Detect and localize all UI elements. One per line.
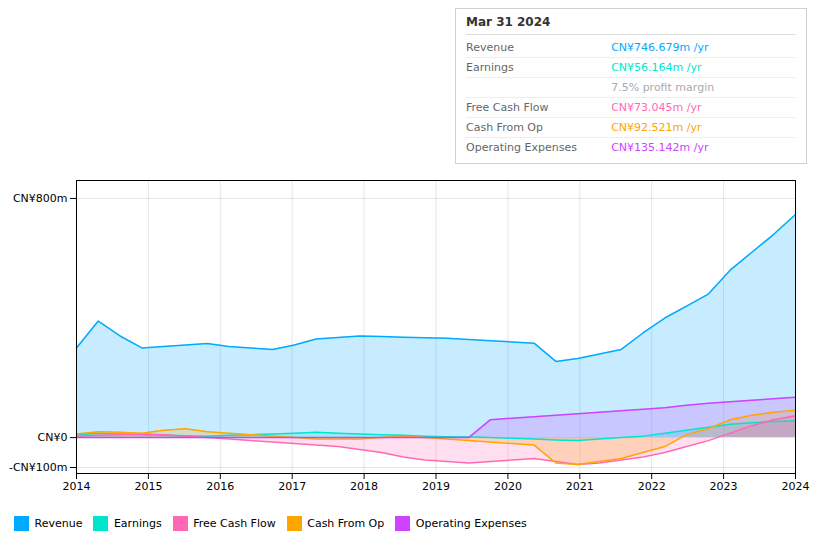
html-text:CN¥746.679m /yr: CN¥746.679m /yr xyxy=(611,41,709,54)
html-text:Cash From Op: Cash From Op xyxy=(307,517,385,530)
svg-text:2019: 2019 xyxy=(422,480,450,493)
svg-text:CN¥0: CN¥0 xyxy=(38,431,68,444)
svg-text:CN¥800m: CN¥800m xyxy=(13,192,68,205)
html-text:Mar 31 2024: Mar 31 2024 xyxy=(466,15,551,29)
html-text:Earnings: Earnings xyxy=(466,61,514,74)
html-text:Revenue: Revenue xyxy=(34,517,83,530)
svg-text:2018: 2018 xyxy=(350,480,378,493)
svg-text:2022: 2022 xyxy=(638,480,666,493)
svg-text:2021: 2021 xyxy=(566,480,594,493)
html-text:Free Cash Flow: Free Cash Flow xyxy=(193,517,276,530)
svg-text:2017: 2017 xyxy=(278,480,306,493)
html-text:Free Cash Flow: Free Cash Flow xyxy=(466,101,549,114)
svg-text:-CN¥100m: -CN¥100m xyxy=(9,461,68,474)
html-text:CN¥92.521m /yr: CN¥92.521m /yr xyxy=(611,121,702,134)
html-text:Revenue: Revenue xyxy=(466,41,514,54)
html-text:CN¥135.142m /yr: CN¥135.142m /yr xyxy=(611,141,709,154)
svg-text:2016: 2016 xyxy=(206,480,234,493)
html-text:Operating Expenses: Operating Expenses xyxy=(415,517,527,530)
html-text:Operating Expenses: Operating Expenses xyxy=(466,141,577,154)
html-text:7.5% profit margin: 7.5% profit margin xyxy=(611,81,715,94)
svg-text:2015: 2015 xyxy=(134,480,162,493)
html-text:CN¥73.045m /yr: CN¥73.045m /yr xyxy=(611,101,702,114)
svg-text:2020: 2020 xyxy=(494,480,522,493)
svg-text:2023: 2023 xyxy=(710,480,738,493)
html-text:CN¥56.164m /yr: CN¥56.164m /yr xyxy=(611,61,702,74)
html-text:Cash From Op: Cash From Op xyxy=(466,121,543,134)
svg-text:2024: 2024 xyxy=(782,480,810,493)
html-text:Earnings: Earnings xyxy=(113,517,162,530)
svg-text:2014: 2014 xyxy=(63,480,91,493)
